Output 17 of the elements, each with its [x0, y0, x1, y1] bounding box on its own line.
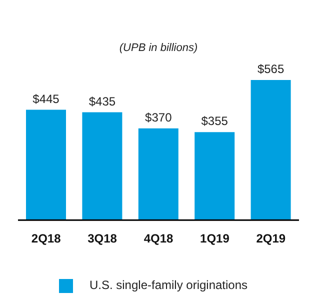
data-label: $435	[88, 94, 116, 108]
x-tick-label: 2Q19	[256, 232, 286, 246]
x-tick-label: 1Q19	[200, 232, 230, 246]
x-tick-label: 3Q18	[88, 232, 118, 246]
legend-label: U.S. single-family originations	[89, 278, 248, 292]
bar	[26, 110, 66, 220]
bar	[138, 128, 178, 220]
bar	[82, 112, 122, 220]
bar	[250, 80, 291, 220]
data-label: $565	[257, 62, 284, 76]
bar	[194, 132, 235, 220]
data-label: $355	[201, 114, 228, 128]
x-tick-label: 4Q18	[144, 232, 174, 246]
data-label: $445	[32, 92, 60, 106]
chart-subtitle: (UPB in billions)	[118, 42, 199, 54]
data-label: $370	[145, 110, 172, 124]
x-tick-label: 2Q18	[31, 232, 62, 246]
